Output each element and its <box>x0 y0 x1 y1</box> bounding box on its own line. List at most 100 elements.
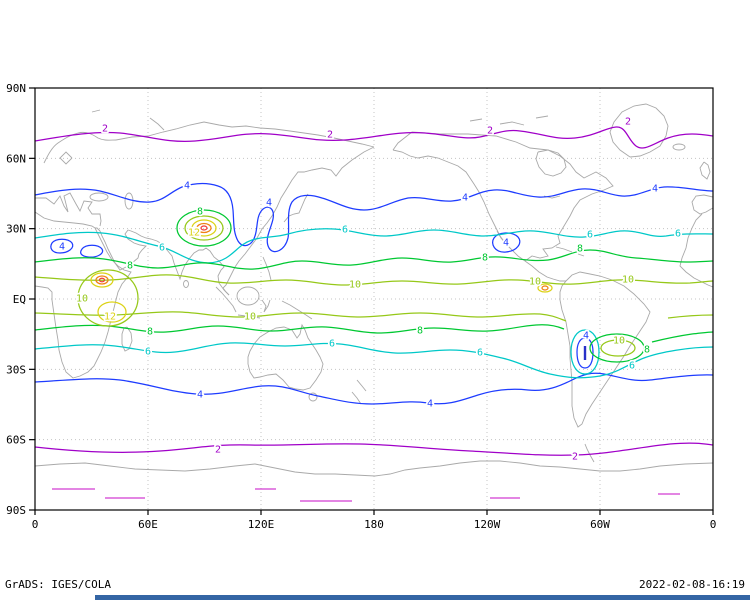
contour-label: 6 <box>329 339 335 350</box>
contour-label: 8 <box>482 253 488 264</box>
y-tick-label: 90S <box>6 504 26 517</box>
contour-label: 10 <box>529 277 541 288</box>
coastline-path <box>34 211 96 229</box>
contour-level-10 <box>77 269 139 327</box>
coastline-path <box>281 300 313 320</box>
coastline-path <box>351 391 362 405</box>
coastline-path <box>559 271 651 428</box>
x-tick-label: 60E <box>138 518 158 531</box>
contour-label: 4 <box>266 198 272 209</box>
coastline-path <box>35 192 102 227</box>
contour-label: 4 <box>503 238 509 249</box>
contour-label: 6 <box>587 230 593 241</box>
contour-label: 8 <box>127 261 133 272</box>
contour-level-8 <box>176 209 232 247</box>
contour-label: 8 <box>197 207 203 218</box>
contour-label: 2 <box>572 452 578 463</box>
contour-level-14 <box>196 222 212 234</box>
contour-level-16 <box>98 277 106 283</box>
contour-level-12 <box>537 283 553 293</box>
contour-label: 4 <box>652 184 658 195</box>
contour-label: 10 <box>622 275 634 286</box>
coastline-island <box>672 143 686 151</box>
contour-level-4 <box>34 182 714 253</box>
y-tick-label: 60S <box>6 434 26 447</box>
coastline-path <box>469 118 483 122</box>
timestamp: 2022-02-08-16:19 <box>639 578 745 591</box>
contour-level-12 <box>90 272 114 288</box>
coastline-path <box>577 253 585 257</box>
contour-label: 6 <box>629 361 635 372</box>
contour-level-6 <box>34 228 714 264</box>
contour-label: 10 <box>244 312 256 323</box>
contour-level-16 <box>200 225 208 231</box>
grid-layer <box>35 88 713 510</box>
contour-level-4 <box>80 244 104 258</box>
coastline-path <box>499 121 525 126</box>
coastline-path <box>43 131 117 164</box>
contour-label: 12 <box>188 228 200 239</box>
contour-label: 6 <box>675 229 681 240</box>
contour-label: 10 <box>76 294 88 305</box>
contour-level-10 <box>667 314 714 319</box>
x-tick-label: 0 <box>710 518 717 531</box>
coastline-path <box>95 227 147 271</box>
contour-label: 4 <box>583 331 589 342</box>
coastline-island <box>89 192 109 202</box>
coastline-island <box>124 192 134 210</box>
contour-label: 8 <box>644 345 650 356</box>
contour-level-10 <box>184 215 224 241</box>
coastline-path <box>699 161 711 180</box>
coastline-island <box>308 392 318 402</box>
contour-level-6 <box>34 342 714 379</box>
contour-label: 2 <box>487 126 493 137</box>
contour-level-8 <box>651 331 714 343</box>
coastline-path <box>261 299 271 313</box>
contour-label: 6 <box>145 347 151 358</box>
coastline-path <box>535 149 567 177</box>
coastline-path <box>524 260 566 282</box>
contour-label: 4 <box>184 181 190 192</box>
y-tick-label: EQ <box>13 293 26 306</box>
x-tick-label: 60W <box>590 518 610 531</box>
coastline-path <box>34 227 132 379</box>
contour-label: 4 <box>427 399 433 410</box>
contour-label: 10 <box>613 336 625 347</box>
coastline-path <box>609 103 669 158</box>
contour-level-14 <box>95 275 109 285</box>
contour-level-4 <box>34 372 714 405</box>
coastline-island <box>236 286 260 306</box>
coastline-path <box>392 131 614 262</box>
coast-layer <box>34 103 714 477</box>
contour-label: 8 <box>577 244 583 255</box>
contour-label: 4 <box>197 390 203 401</box>
contour-level-12 <box>97 301 127 323</box>
y-tick-label: 90N <box>6 82 26 95</box>
contour-level-8 <box>589 333 645 363</box>
contour-label: 10 <box>349 280 361 291</box>
contour-level-14 <box>541 285 549 291</box>
contour-layer <box>34 126 714 502</box>
coastline-path <box>555 246 573 253</box>
y-tick-label: 30N <box>6 223 26 236</box>
contour-label: 6 <box>159 243 165 254</box>
coastline-path <box>59 151 73 165</box>
x-tick-label: 0 <box>32 518 39 531</box>
contour-label: 12 <box>104 312 116 323</box>
contour-level-10 <box>600 339 636 357</box>
contour-label: 2 <box>327 130 333 141</box>
contour-label: 6 <box>342 225 348 236</box>
y-tick-label: 60N <box>6 152 26 165</box>
coastline-path <box>584 443 595 463</box>
contour-level-10 <box>34 311 567 322</box>
coastline-path <box>34 460 714 477</box>
x-tick-label: 120E <box>248 518 275 531</box>
contour-label: 2 <box>102 124 108 135</box>
contour-label: 8 <box>417 326 423 337</box>
contour-label: 4 <box>59 242 65 253</box>
coastline-path <box>679 213 714 288</box>
coastline-path <box>691 194 714 215</box>
